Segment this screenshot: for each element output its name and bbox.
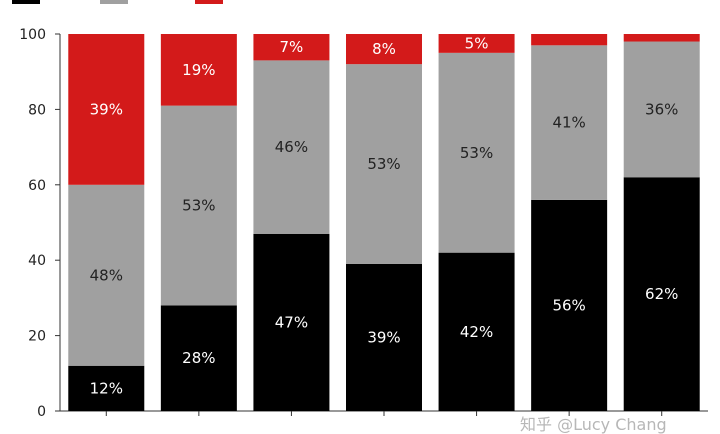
bar-data-label: 8% [372, 40, 396, 58]
legend-swatch [12, 0, 40, 4]
bar-data-label: 56% [552, 296, 585, 314]
bar-segment [68, 184, 145, 366]
bar-segment [531, 199, 608, 411]
bar-data-label: 19% [182, 61, 215, 79]
bar-segment [531, 34, 608, 46]
y-tick-label: 60 [28, 178, 46, 194]
bar-data-label: 53% [460, 144, 493, 162]
bar-segment [346, 34, 422, 65]
bar-segment [160, 305, 237, 411]
bar-data-label: 12% [90, 379, 123, 397]
y-tick-label: 80 [28, 102, 46, 118]
bar-segment [346, 64, 422, 264]
legend-swatch [195, 0, 223, 4]
bar-data-label: 36% [645, 100, 678, 118]
y-tick-label: 0 [37, 404, 46, 420]
legend [12, 0, 223, 4]
bar-segment [68, 34, 145, 185]
bar-data-label: 53% [182, 197, 215, 215]
bar-segment [531, 45, 608, 200]
bar-segment [623, 177, 700, 411]
legend-swatch [100, 0, 128, 4]
bar-segment [438, 52, 515, 253]
bar-data-label: 28% [182, 349, 215, 367]
bar-data-label: 39% [90, 100, 123, 118]
bar-segment [253, 34, 330, 61]
bar-segment [623, 41, 700, 178]
bar-data-label: 39% [367, 328, 400, 346]
watermark: 知乎 @Lucy Chang [520, 416, 667, 434]
bar-data-label: 5% [465, 34, 489, 52]
y-tick-label: 40 [28, 253, 46, 269]
bar-data-label: 41% [552, 114, 585, 132]
y-tick-label: 20 [28, 329, 46, 345]
bar-data-label: 62% [645, 285, 678, 303]
bar-data-label: 53% [367, 155, 400, 173]
y-tick-label: 100 [19, 27, 46, 43]
bar-data-label: 42% [460, 323, 493, 341]
bar-segment [160, 34, 237, 106]
bar-data-label: 47% [275, 313, 308, 331]
bar-data-label: 46% [275, 138, 308, 156]
bar-data-label: 48% [90, 266, 123, 284]
bar-segment [253, 60, 330, 234]
bar-segment [438, 34, 515, 53]
bar-segment [68, 365, 145, 411]
bar-segment [623, 34, 700, 42]
bar-segment [253, 233, 330, 411]
bar-data-label: 7% [280, 38, 304, 56]
bar-segment [160, 105, 237, 306]
bar-segment [346, 263, 422, 411]
bar-segment [438, 252, 515, 411]
